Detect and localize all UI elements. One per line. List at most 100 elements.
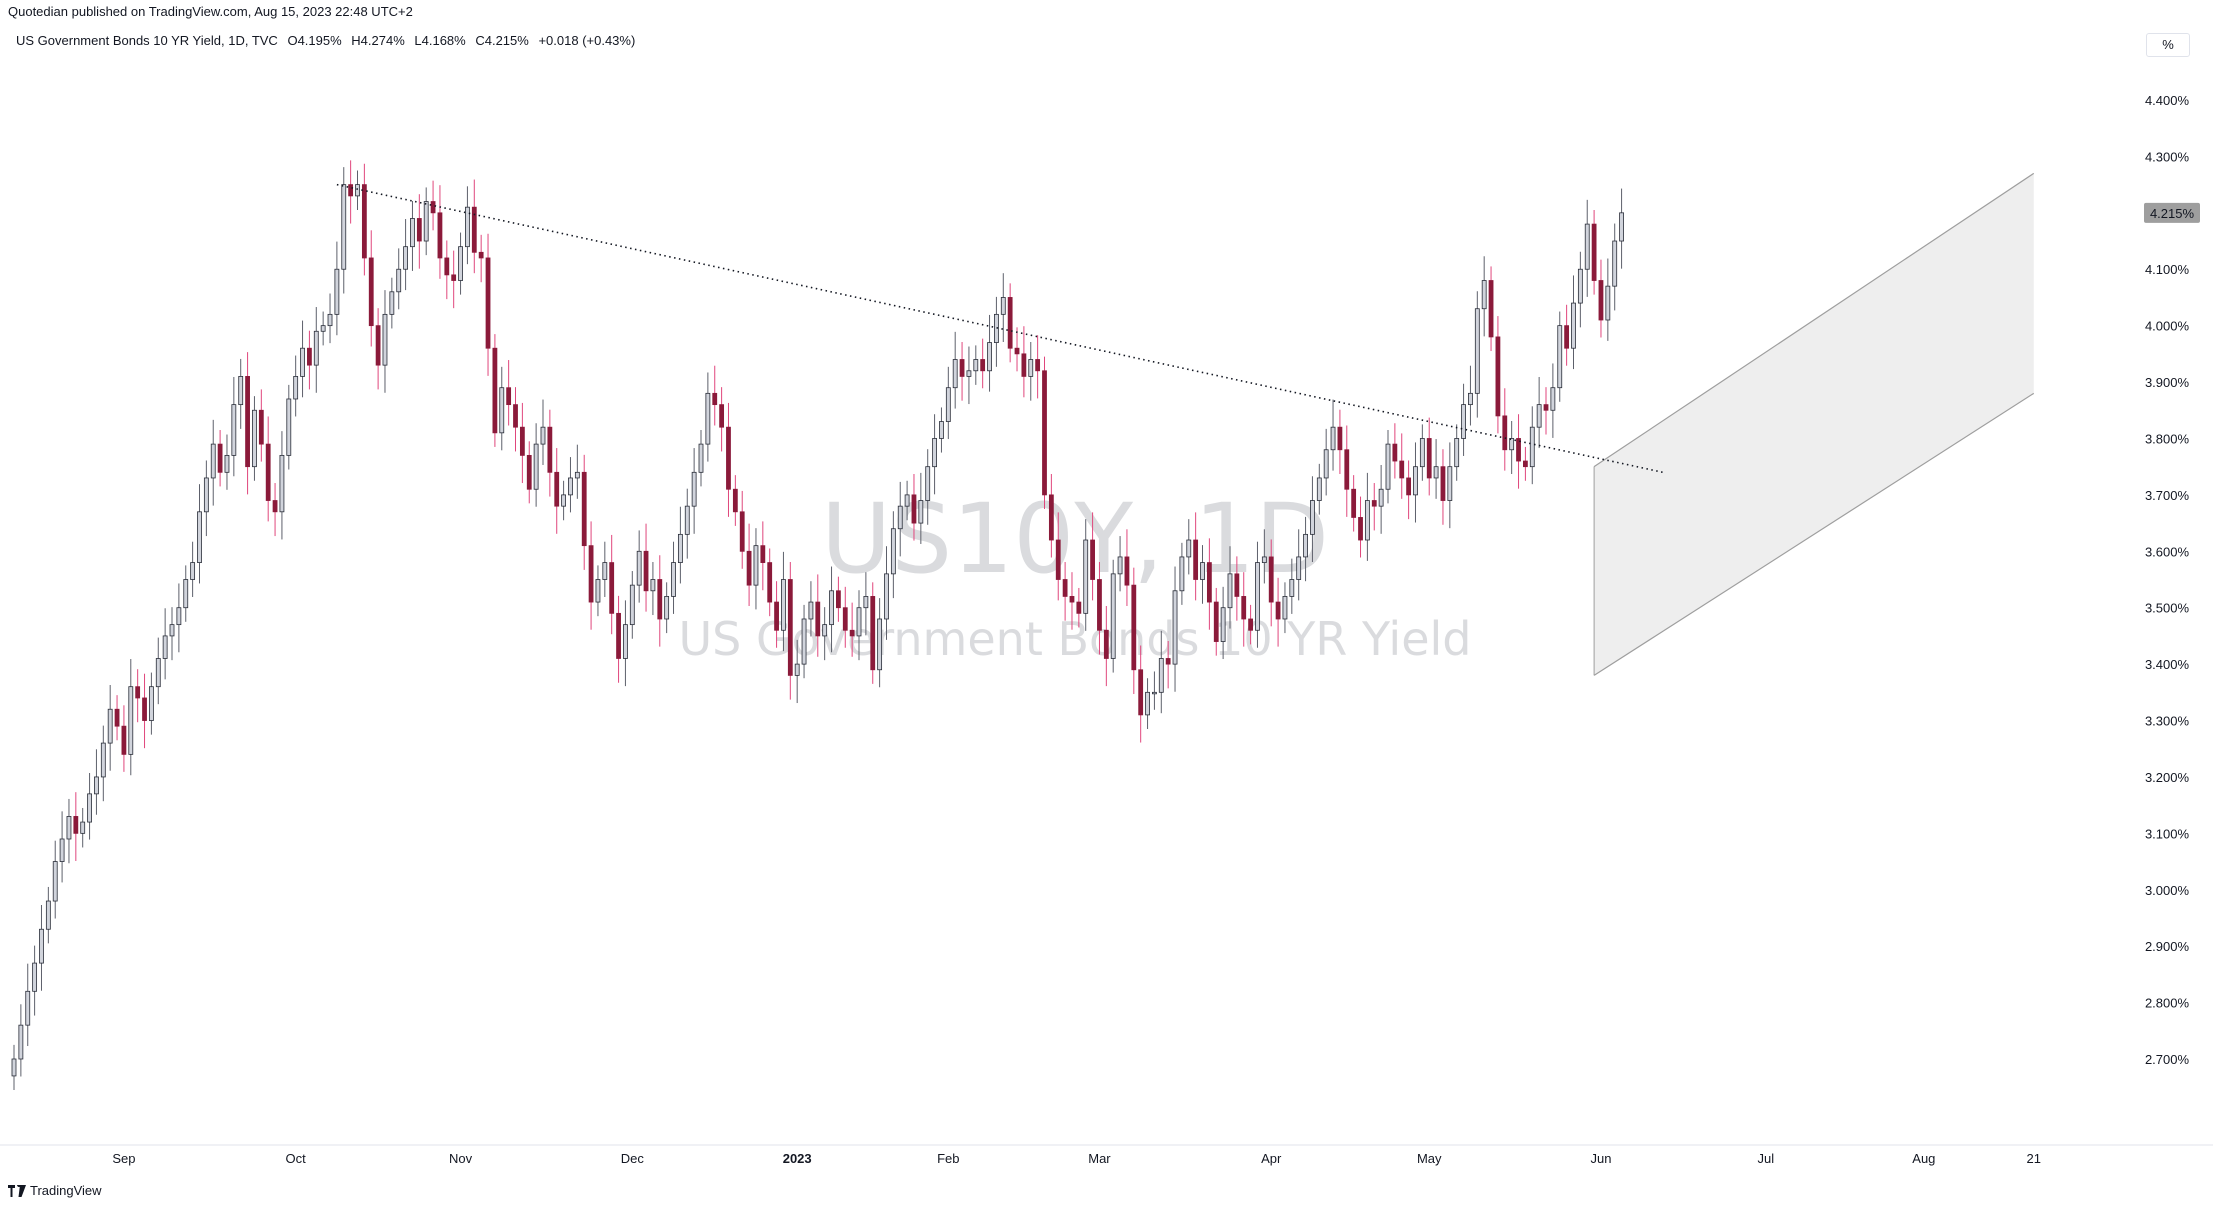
candle xyxy=(52,840,58,919)
candle-body xyxy=(609,562,615,614)
candle xyxy=(994,296,999,367)
candle xyxy=(355,170,360,211)
candle-body xyxy=(458,246,463,281)
candle-body xyxy=(836,590,841,609)
candle-body xyxy=(1227,573,1233,609)
price-axis[interactable]: 4.400%4.300%4.200%4.100%4.000%3.900%3.80… xyxy=(2145,93,2190,1067)
candle xyxy=(1323,428,1329,496)
candle xyxy=(107,684,113,771)
candle-body xyxy=(671,562,676,597)
candle-body xyxy=(849,629,855,637)
candle-body xyxy=(252,409,257,468)
candle xyxy=(629,571,635,639)
candle-body xyxy=(1296,556,1302,580)
candle xyxy=(1481,256,1487,337)
candle xyxy=(533,423,539,507)
candle xyxy=(197,484,202,584)
candle-body xyxy=(355,184,360,197)
candle xyxy=(739,490,745,569)
candle xyxy=(506,360,512,426)
candle-body xyxy=(1605,285,1611,321)
candle-body xyxy=(959,359,965,377)
candle-body xyxy=(1529,426,1535,468)
candle-body xyxy=(1145,691,1150,716)
candle-body xyxy=(1234,573,1240,597)
candle-body xyxy=(1186,539,1192,558)
candle-body xyxy=(732,488,738,513)
candle-body xyxy=(1523,460,1528,468)
candle-body xyxy=(1612,240,1618,287)
candle-body xyxy=(423,201,429,242)
candle-body xyxy=(1206,562,1212,603)
candle-body xyxy=(547,426,553,473)
candle-body xyxy=(100,742,106,778)
candle-body xyxy=(114,708,120,727)
candle-body xyxy=(1117,556,1123,575)
time-axis[interactable]: Sep Oct Nov Dec 2023 Feb Mar Apr May Jun Jul Aug 21 xyxy=(112,1151,2041,1166)
candle-body xyxy=(513,404,518,428)
candle xyxy=(1474,291,1480,418)
candle xyxy=(581,454,587,570)
candle-body xyxy=(416,218,422,242)
candle-body xyxy=(1138,669,1144,716)
candle xyxy=(224,434,230,490)
candle xyxy=(1117,536,1123,592)
candle-body xyxy=(245,376,250,468)
candle-body xyxy=(877,618,883,671)
candle-body xyxy=(190,562,196,580)
candle-body xyxy=(987,342,992,372)
candle xyxy=(561,480,566,521)
candle-body xyxy=(1502,415,1508,451)
candle xyxy=(94,749,99,815)
candle-body xyxy=(320,325,326,332)
candle-body xyxy=(258,409,264,445)
candle-body xyxy=(1619,212,1624,242)
footer-brand[interactable]: TradingView xyxy=(8,1183,102,1198)
candle-body xyxy=(952,359,958,389)
candle-body xyxy=(1316,477,1322,501)
candle-body xyxy=(677,533,683,563)
candle xyxy=(1172,566,1178,692)
candle xyxy=(169,607,175,661)
candle xyxy=(100,725,106,802)
candle-body xyxy=(581,471,587,547)
candle xyxy=(609,534,615,635)
candle xyxy=(1399,433,1405,499)
y-tick-label: 3.100% xyxy=(2145,826,2190,841)
candle xyxy=(774,581,779,648)
candle xyxy=(1255,541,1260,648)
unit-toggle-button[interactable]: % xyxy=(2146,33,2190,57)
candle-body xyxy=(1454,438,1460,468)
candle-body xyxy=(1048,494,1054,541)
candle-body xyxy=(1035,359,1041,372)
candle-body xyxy=(1571,302,1576,349)
candle xyxy=(382,290,388,393)
candle-body xyxy=(932,438,937,468)
y-tick-label: 3.600% xyxy=(2145,544,2190,559)
candle xyxy=(1364,472,1370,561)
candle-body xyxy=(526,454,532,490)
channel-upper-line xyxy=(1593,172,2035,468)
candle xyxy=(526,441,532,504)
candle xyxy=(1536,376,1542,449)
footer-brand-label: TradingView xyxy=(30,1183,102,1198)
candle xyxy=(1523,446,1528,481)
candle-body xyxy=(739,511,745,552)
candle-body xyxy=(1543,404,1549,411)
candle xyxy=(471,179,477,274)
candle-body xyxy=(1598,280,1604,321)
candle xyxy=(375,308,381,390)
symbol-name[interactable]: US Government Bonds 10 YR Yield, 1D, TVC xyxy=(16,33,278,48)
candle xyxy=(279,431,285,540)
candle xyxy=(272,483,278,537)
candle xyxy=(403,219,408,291)
candle-body xyxy=(1158,658,1164,693)
last-price-label: 4.215% xyxy=(2150,206,2195,221)
change-value: +0.018 (+0.43%) xyxy=(538,33,636,48)
candle-body xyxy=(238,376,244,406)
candle-body xyxy=(1591,223,1597,281)
candle xyxy=(320,311,326,346)
candle xyxy=(547,409,553,497)
candle-body xyxy=(1303,533,1308,558)
